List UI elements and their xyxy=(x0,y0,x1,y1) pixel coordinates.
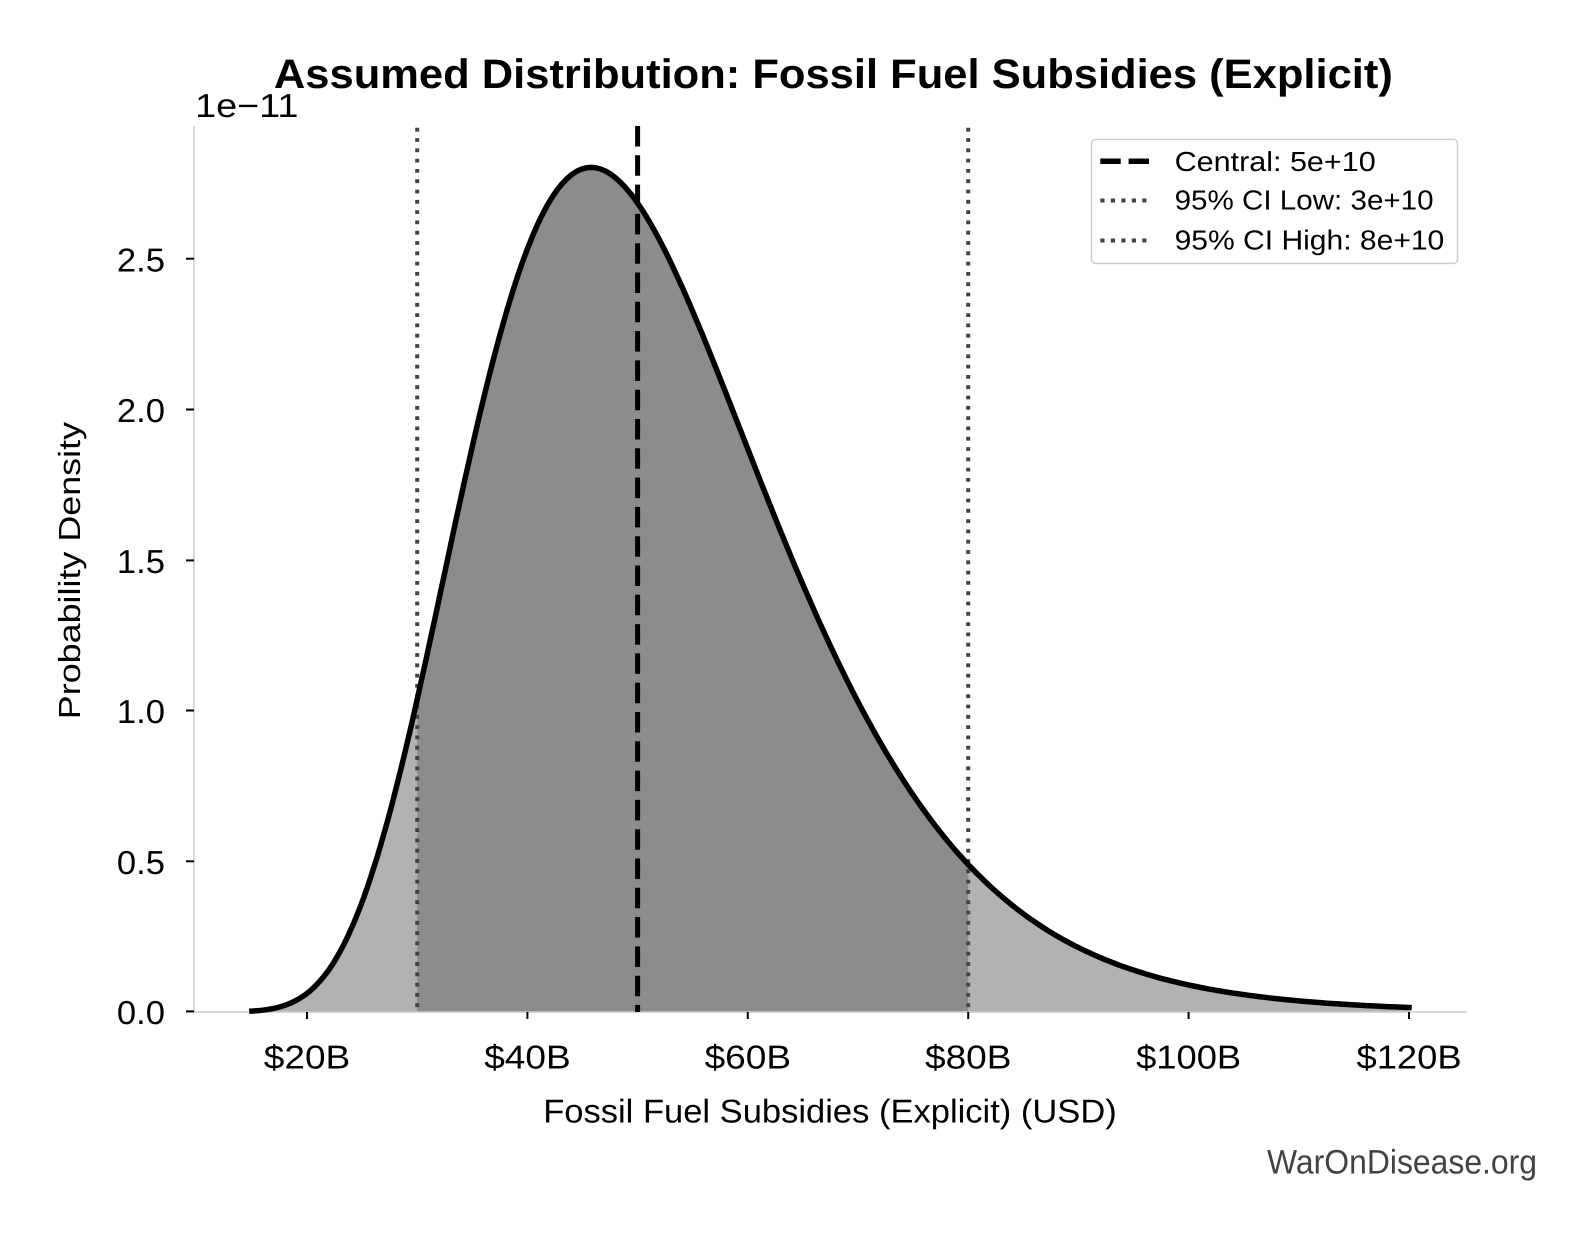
svg-text:$60B: $60B xyxy=(705,1040,791,1077)
svg-text:$40B: $40B xyxy=(484,1040,570,1077)
svg-text:Probability Density: Probability Density xyxy=(53,421,87,719)
svg-text:2.5: 2.5 xyxy=(117,242,165,279)
svg-text:Fossil Fuel Subsidies (Explici: Fossil Fuel Subsidies (Explicit) (USD) xyxy=(543,1093,1117,1130)
svg-text:0.0: 0.0 xyxy=(117,995,165,1032)
svg-text:$80B: $80B xyxy=(925,1040,1011,1077)
svg-text:95% CI High: 8e+10: 95% CI High: 8e+10 xyxy=(1175,224,1445,255)
svg-text:95% CI Low: 3e+10: 95% CI Low: 3e+10 xyxy=(1175,184,1434,215)
svg-text:Central: 5e+10: Central: 5e+10 xyxy=(1175,146,1376,177)
svg-text:0.5: 0.5 xyxy=(117,845,165,882)
svg-text:1.0: 1.0 xyxy=(117,694,165,731)
svg-text:WarOnDisease.org: WarOnDisease.org xyxy=(1267,1144,1537,1182)
svg-text:$100B: $100B xyxy=(1136,1040,1241,1077)
svg-text:Assumed Distribution: Fossil F: Assumed Distribution: Fossil Fuel Subsid… xyxy=(274,51,1393,97)
svg-text:$120B: $120B xyxy=(1357,1040,1462,1077)
svg-text:1.5: 1.5 xyxy=(117,544,165,581)
svg-text:1e−11: 1e−11 xyxy=(195,88,298,125)
svg-text:2.0: 2.0 xyxy=(117,393,165,430)
svg-text:$20B: $20B xyxy=(264,1040,350,1077)
